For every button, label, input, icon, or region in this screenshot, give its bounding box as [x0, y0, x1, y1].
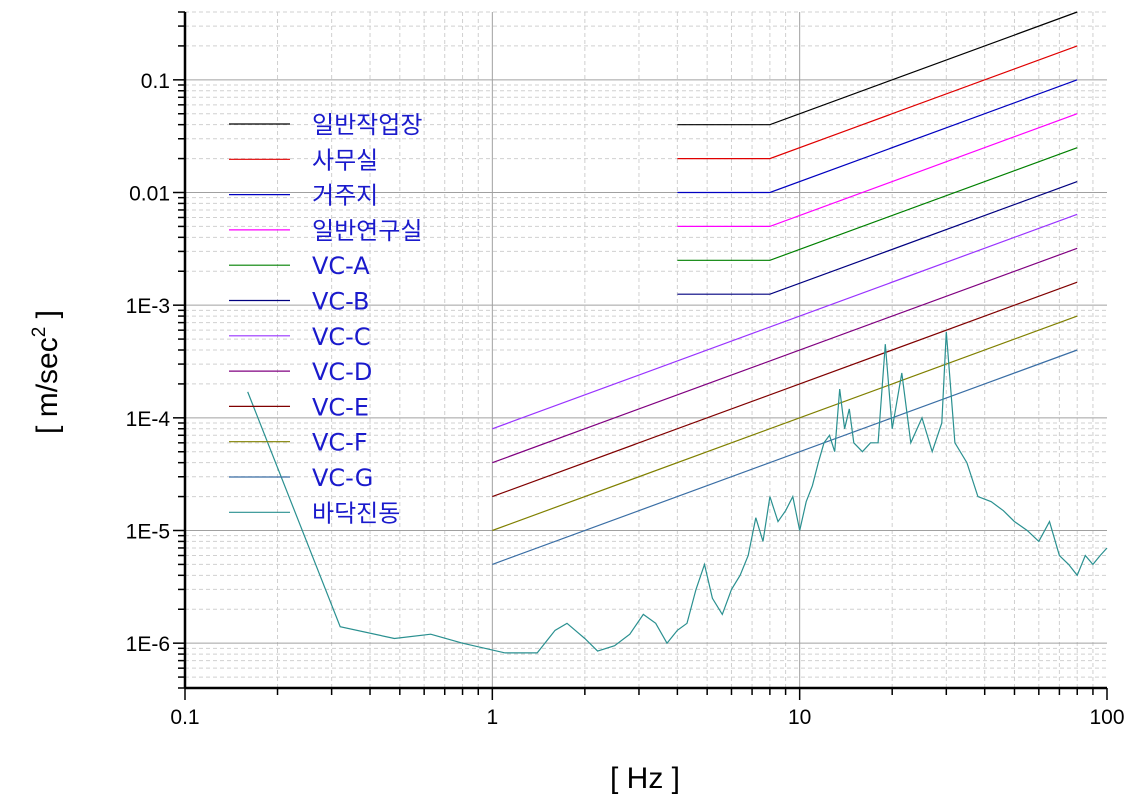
series-line-12 — [247, 331, 1108, 654]
x-tick-label: 100 — [1089, 706, 1124, 729]
y-tick-label: 1E-6 — [126, 633, 170, 656]
legend-label: VC-C — [312, 323, 371, 351]
legend-label: 바닥진동 — [312, 499, 400, 527]
legend-label: 일반연구실 — [312, 217, 422, 245]
axes — [173, 11, 1108, 700]
legend-label: 거주지 — [312, 182, 378, 210]
series-line-6 — [677, 181, 1078, 295]
series-line-10 — [492, 315, 1078, 532]
y-axis-title: [ m/sec2 ] — [29, 310, 64, 434]
x-tick-label: 0.1 — [170, 706, 199, 729]
x-tick-labels: 0.1 1 10 100 — [170, 706, 1124, 729]
legend-label: 일반작업장 — [312, 111, 422, 139]
series-line-9 — [492, 281, 1078, 498]
series-line-5 — [677, 147, 1078, 261]
legend-label: VC-G — [312, 464, 373, 492]
legend-label: VC-B — [312, 288, 369, 316]
legend-label: VC-E — [312, 393, 369, 421]
y-tick-labels: 1E-6 1E-5 1E-4 1E-3 0.01 0.1 — [126, 70, 171, 656]
legend-label: VC-D — [312, 358, 372, 386]
x-axis-title: [ Hz ] — [610, 762, 680, 795]
series-layer — [247, 11, 1108, 654]
x-tick-label: 1 — [486, 706, 498, 729]
series-line-1 — [677, 11, 1078, 126]
series-line-7 — [492, 213, 1078, 430]
series-line-3 — [677, 79, 1078, 194]
y-tick-label: 0.1 — [141, 70, 170, 93]
legend-label: 사무실 — [312, 146, 378, 174]
series-line-2 — [677, 45, 1078, 160]
series-line-4 — [677, 113, 1078, 227]
y-tick-label: 1E-4 — [126, 408, 171, 431]
y-tick-label: 0.01 — [129, 182, 170, 205]
x-tick-label: 10 — [788, 706, 811, 729]
series-line-11 — [492, 349, 1078, 565]
y-tick-label: 1E-5 — [126, 520, 170, 543]
legend-label: VC-A — [312, 252, 370, 280]
series-line-8 — [492, 247, 1078, 464]
y-tick-label: 1E-3 — [126, 295, 170, 318]
legend-label: VC-F — [312, 429, 368, 457]
